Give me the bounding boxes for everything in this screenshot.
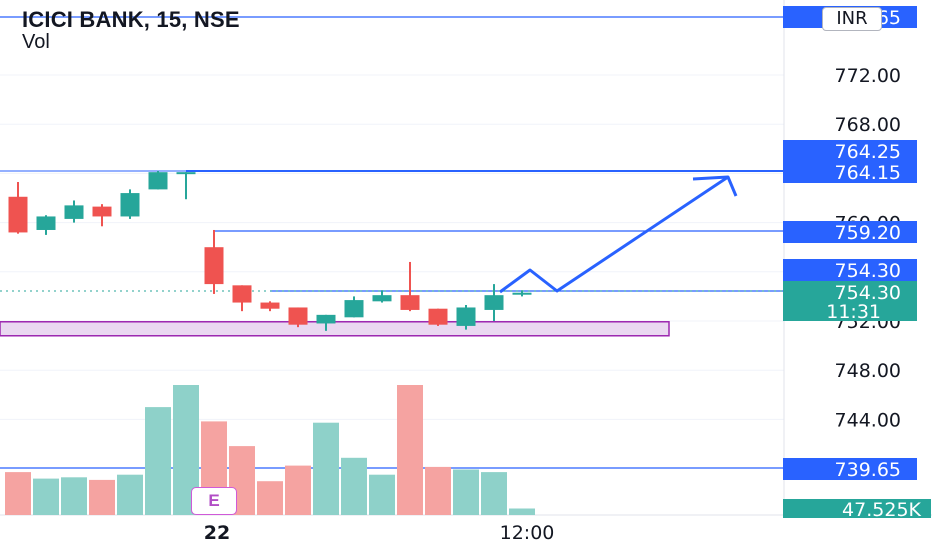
candle-body xyxy=(36,216,56,230)
volume-value-label: 47.525K xyxy=(842,499,921,521)
y-axis-tick-label: 744.00 xyxy=(835,409,901,431)
price-label-bg xyxy=(783,161,917,183)
volume-bar xyxy=(89,479,115,515)
candle-body xyxy=(92,206,112,217)
demand-zone-rect xyxy=(0,321,670,337)
candle-body xyxy=(428,308,448,325)
volume-indicator-label: Vol xyxy=(22,31,50,53)
currency-button[interactable]: INR xyxy=(822,7,882,31)
volume-bar xyxy=(369,474,395,515)
price-label-bg xyxy=(783,259,917,281)
volume-bar xyxy=(481,472,507,515)
volume-bar xyxy=(397,385,423,515)
candle-body xyxy=(260,302,280,309)
earnings-marker[interactable]: E xyxy=(191,487,237,515)
price-label: 764.25 xyxy=(835,141,901,163)
candle-body xyxy=(316,314,336,324)
candle-body xyxy=(484,295,504,310)
price-label: 754.30 xyxy=(835,260,901,282)
volume-bar xyxy=(257,481,283,515)
volume-bar xyxy=(453,469,479,515)
volume-bar xyxy=(425,466,451,515)
candle-body xyxy=(288,307,308,325)
countdown-label: 11:31 xyxy=(826,301,881,323)
volume-bar xyxy=(145,407,171,515)
candle-body xyxy=(372,295,392,302)
volume-bar xyxy=(5,472,31,515)
volume-bar xyxy=(509,508,535,515)
candle-body xyxy=(456,307,476,326)
candle-body xyxy=(64,205,84,219)
volume-bar xyxy=(285,465,311,515)
volume-bar xyxy=(61,477,87,515)
last-price-label-bg xyxy=(783,281,917,321)
price-label: 764.15 xyxy=(835,162,901,184)
x-axis-label: 12:00 xyxy=(500,522,555,544)
y-axis-tick-label: 772.00 xyxy=(835,65,901,87)
x-axis-label: 22 xyxy=(204,522,230,544)
candle-body xyxy=(204,247,224,285)
candle-body xyxy=(512,292,532,295)
price-label: 759.20 xyxy=(835,222,901,244)
volume-bar xyxy=(341,457,367,515)
volume-bar xyxy=(117,474,143,515)
candle-body xyxy=(176,172,196,175)
projection-path xyxy=(499,175,729,294)
candle-body xyxy=(400,295,420,310)
price-label: 739.65 xyxy=(835,459,901,481)
last-price-label: 754.30 xyxy=(835,282,901,304)
candle-body xyxy=(120,193,140,217)
volume-bar xyxy=(313,422,339,515)
price-label-bg xyxy=(783,458,917,480)
candle-body xyxy=(344,300,364,318)
y-axis-tick-label: 768.00 xyxy=(835,114,901,136)
candle-body xyxy=(148,172,168,190)
price-label-bg xyxy=(783,140,917,162)
chart-title: ICICI BANK, 15, NSE xyxy=(22,7,240,32)
candle-body xyxy=(8,196,28,233)
candle-body xyxy=(232,285,252,303)
volume-bar xyxy=(33,478,59,515)
y-axis-tick-label: 748.00 xyxy=(835,360,901,382)
projection-arrowhead xyxy=(692,175,738,197)
volume-value-label-bg xyxy=(783,499,931,518)
price-label-bg xyxy=(783,221,917,243)
